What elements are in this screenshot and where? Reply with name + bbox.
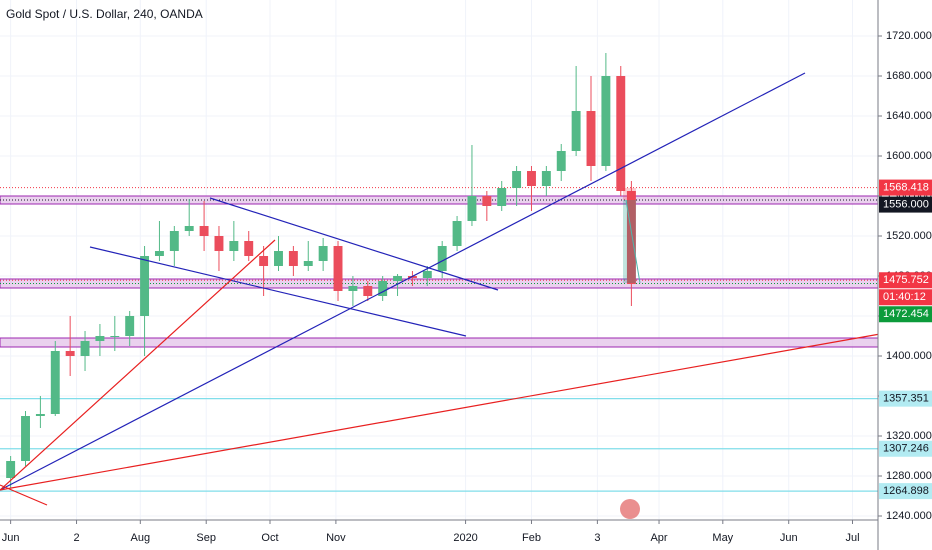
candle-body (214, 236, 224, 251)
candle-body (571, 111, 581, 151)
candle-body (437, 246, 447, 271)
level-label: 1264.898 (883, 485, 929, 497)
axis-labels: 1240.0001280.0001320.0001360.0001400.000… (2, 30, 932, 544)
candle-body (125, 316, 135, 336)
y-tick-label: 1640.000 (886, 110, 932, 122)
candle-body (512, 171, 522, 188)
price-label: 1568.418 (883, 181, 929, 193)
candle-body (229, 241, 239, 251)
time-axis-bg (0, 520, 878, 550)
candle-body (541, 171, 551, 186)
price-label-bg (879, 196, 932, 213)
candle-body (482, 196, 492, 206)
x-tick-label: Aug (131, 532, 151, 544)
price-label-bg (879, 179, 932, 196)
candle-body (35, 414, 45, 416)
candle-body (199, 226, 209, 236)
y-tick-label: 1520.000 (886, 230, 932, 242)
candle-body (50, 351, 60, 414)
trend-line (0, 72, 806, 491)
level-label: 1357.351 (883, 393, 929, 405)
countdown: 01:40:12 (883, 291, 926, 303)
candle-body (244, 241, 254, 256)
candle-body (348, 286, 358, 291)
level-label-bg (879, 440, 932, 457)
x-tick-label: Apr (650, 532, 667, 544)
trend-line (89, 246, 467, 337)
y-tick-label: 1720.000 (886, 30, 932, 42)
candle-body (6, 461, 16, 478)
price-label: 1472.454 (883, 308, 929, 320)
x-tick-label: 3 (594, 532, 600, 544)
event-icon[interactable] (620, 499, 640, 519)
candle-body (169, 231, 179, 251)
y-tick-label: 1600.000 (886, 150, 932, 162)
x-tick-label: May (712, 532, 733, 544)
candle-body (80, 341, 90, 356)
y-tick-label: 1400.000 (886, 350, 932, 362)
levels (0, 187, 878, 492)
x-tick-label: Jul (845, 532, 859, 544)
position-path (625, 199, 641, 284)
candle-body (626, 191, 636, 284)
candle-body (467, 196, 477, 221)
candle-body (288, 251, 298, 266)
candle-body (527, 171, 536, 186)
candle-body (497, 188, 507, 206)
candle-body (586, 111, 596, 166)
candle-body (110, 336, 120, 337)
trend-line (0, 484, 48, 506)
level-label: 1307.246 (883, 443, 929, 455)
y-tick-label: 1280.000 (886, 470, 932, 482)
candle-body (303, 261, 313, 266)
position-target (623, 200, 636, 283)
x-tick-label: Sep (196, 532, 216, 544)
chart-title: Gold Spot / U.S. Dollar, 240, OANDA (6, 7, 203, 21)
trend-line (0, 239, 276, 491)
x-tick-label: Jun (2, 532, 20, 544)
x-tick-label: Oct (261, 532, 278, 544)
candle-body (140, 256, 150, 316)
countdown-bg (879, 289, 932, 306)
price-label: 1556.000 (883, 198, 929, 210)
y-tick-label: 1320.000 (886, 430, 932, 442)
candle-body (95, 336, 105, 341)
candle-body (318, 246, 328, 261)
candle-body (21, 416, 30, 461)
price-label-bg (879, 272, 932, 289)
candle-body (274, 251, 283, 266)
position-stop (623, 188, 636, 200)
candle-body (452, 221, 462, 246)
level-label-bg (879, 390, 932, 407)
candle-body (556, 151, 566, 171)
candle-body (65, 351, 75, 356)
price-label: 1475.752 (883, 274, 929, 286)
candle-body (393, 276, 403, 281)
x-tick-label: 2020 (453, 532, 477, 544)
x-tick-label: Feb (522, 532, 541, 544)
candle-body (184, 226, 194, 231)
trend-line (209, 197, 499, 291)
trend-line (0, 333, 881, 491)
candle-body (154, 251, 164, 256)
level-label-bg (879, 483, 932, 500)
candle-body (378, 281, 388, 296)
candle-body (601, 76, 611, 166)
zone (0, 337, 879, 348)
candle-body (259, 256, 269, 266)
candles (6, 53, 636, 488)
candle-body (363, 286, 373, 296)
x-tick-label: 2 (73, 532, 79, 544)
price-label-bg (879, 306, 932, 323)
x-tick-label: Nov (326, 532, 346, 544)
x-tick-label: Jun (780, 532, 798, 544)
candle-body (616, 76, 626, 191)
y-tick-label: 1680.000 (886, 70, 932, 82)
y-tick-label: 1240.000 (886, 510, 932, 522)
candle-body (333, 246, 343, 291)
candle-body (422, 271, 432, 278)
